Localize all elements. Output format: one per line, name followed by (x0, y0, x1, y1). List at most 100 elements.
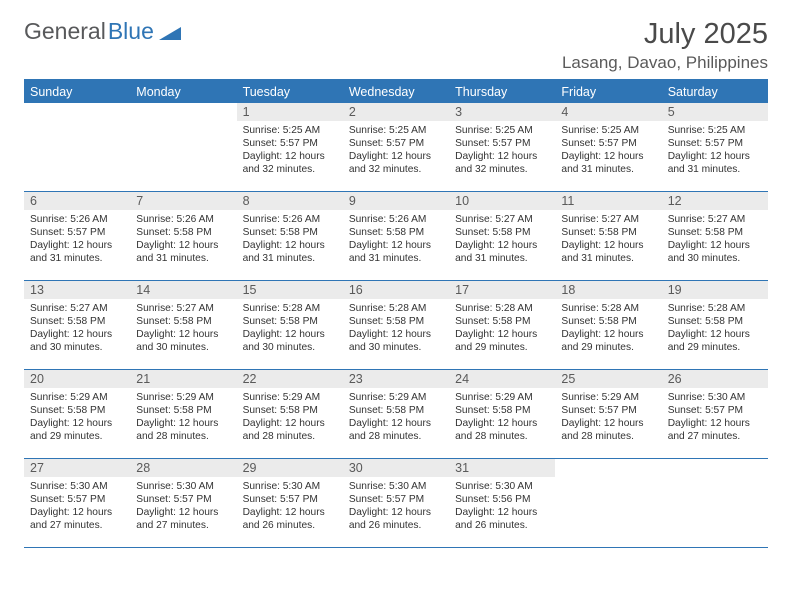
calendar-day-cell: 18Sunrise: 5:28 AMSunset: 5:58 PMDayligh… (555, 281, 661, 370)
day-details: Sunrise: 5:28 AMSunset: 5:58 PMDaylight:… (343, 299, 449, 358)
day-number: 7 (130, 192, 236, 210)
day-details: Sunrise: 5:28 AMSunset: 5:58 PMDaylight:… (662, 299, 768, 358)
day-number: 3 (449, 103, 555, 121)
day-details: Sunrise: 5:26 AMSunset: 5:58 PMDaylight:… (237, 210, 343, 269)
brand-text-1: General (24, 18, 106, 45)
calendar-day-cell (662, 459, 768, 548)
calendar-table: SundayMondayTuesdayWednesdayThursdayFrid… (24, 79, 768, 548)
day-number: 25 (555, 370, 661, 388)
calendar-day-cell: 15Sunrise: 5:28 AMSunset: 5:58 PMDayligh… (237, 281, 343, 370)
calendar-week-row: 6Sunrise: 5:26 AMSunset: 5:57 PMDaylight… (24, 192, 768, 281)
calendar-day-cell: 30Sunrise: 5:30 AMSunset: 5:57 PMDayligh… (343, 459, 449, 548)
weekday-header: Saturday (662, 80, 768, 103)
calendar-day-cell (24, 103, 130, 192)
brand-text-2: Blue (108, 18, 154, 45)
day-number: 26 (662, 370, 768, 388)
day-number: 2 (343, 103, 449, 121)
calendar-day-cell: 6Sunrise: 5:26 AMSunset: 5:57 PMDaylight… (24, 192, 130, 281)
calendar-day-cell: 11Sunrise: 5:27 AMSunset: 5:58 PMDayligh… (555, 192, 661, 281)
day-number: 14 (130, 281, 236, 299)
day-details: Sunrise: 5:29 AMSunset: 5:57 PMDaylight:… (555, 388, 661, 447)
weekday-header-row: SundayMondayTuesdayWednesdayThursdayFrid… (24, 80, 768, 103)
day-number: 15 (237, 281, 343, 299)
day-number: 5 (662, 103, 768, 121)
day-number: 8 (237, 192, 343, 210)
calendar-day-cell: 26Sunrise: 5:30 AMSunset: 5:57 PMDayligh… (662, 370, 768, 459)
calendar-day-cell: 25Sunrise: 5:29 AMSunset: 5:57 PMDayligh… (555, 370, 661, 459)
calendar-body: 1Sunrise: 5:25 AMSunset: 5:57 PMDaylight… (24, 103, 768, 548)
calendar-week-row: 20Sunrise: 5:29 AMSunset: 5:58 PMDayligh… (24, 370, 768, 459)
day-details: Sunrise: 5:30 AMSunset: 5:57 PMDaylight:… (237, 477, 343, 536)
calendar-day-cell: 19Sunrise: 5:28 AMSunset: 5:58 PMDayligh… (662, 281, 768, 370)
weekday-header: Thursday (449, 80, 555, 103)
day-details: Sunrise: 5:26 AMSunset: 5:57 PMDaylight:… (24, 210, 130, 269)
day-details: Sunrise: 5:30 AMSunset: 5:57 PMDaylight:… (343, 477, 449, 536)
day-details: Sunrise: 5:25 AMSunset: 5:57 PMDaylight:… (343, 121, 449, 180)
calendar-day-cell: 10Sunrise: 5:27 AMSunset: 5:58 PMDayligh… (449, 192, 555, 281)
day-number: 1 (237, 103, 343, 121)
day-number: 10 (449, 192, 555, 210)
day-details: Sunrise: 5:25 AMSunset: 5:57 PMDaylight:… (662, 121, 768, 180)
day-details: Sunrise: 5:27 AMSunset: 5:58 PMDaylight:… (24, 299, 130, 358)
day-details: Sunrise: 5:30 AMSunset: 5:57 PMDaylight:… (24, 477, 130, 536)
month-title: July 2025 (562, 18, 768, 51)
calendar-week-row: 27Sunrise: 5:30 AMSunset: 5:57 PMDayligh… (24, 459, 768, 548)
day-number: 4 (555, 103, 661, 121)
day-number: 12 (662, 192, 768, 210)
calendar-day-cell: 23Sunrise: 5:29 AMSunset: 5:58 PMDayligh… (343, 370, 449, 459)
weekday-header: Tuesday (237, 80, 343, 103)
calendar-day-cell (555, 459, 661, 548)
calendar-day-cell: 16Sunrise: 5:28 AMSunset: 5:58 PMDayligh… (343, 281, 449, 370)
day-details: Sunrise: 5:30 AMSunset: 5:56 PMDaylight:… (449, 477, 555, 536)
day-number: 24 (449, 370, 555, 388)
calendar-day-cell: 4Sunrise: 5:25 AMSunset: 5:57 PMDaylight… (555, 103, 661, 192)
day-details: Sunrise: 5:26 AMSunset: 5:58 PMDaylight:… (343, 210, 449, 269)
day-details: Sunrise: 5:29 AMSunset: 5:58 PMDaylight:… (130, 388, 236, 447)
day-details: Sunrise: 5:28 AMSunset: 5:58 PMDaylight:… (449, 299, 555, 358)
calendar-day-cell (130, 103, 236, 192)
day-details: Sunrise: 5:30 AMSunset: 5:57 PMDaylight:… (662, 388, 768, 447)
calendar-day-cell: 21Sunrise: 5:29 AMSunset: 5:58 PMDayligh… (130, 370, 236, 459)
day-details: Sunrise: 5:30 AMSunset: 5:57 PMDaylight:… (130, 477, 236, 536)
calendar-day-cell: 7Sunrise: 5:26 AMSunset: 5:58 PMDaylight… (130, 192, 236, 281)
calendar-day-cell: 27Sunrise: 5:30 AMSunset: 5:57 PMDayligh… (24, 459, 130, 548)
day-details: Sunrise: 5:25 AMSunset: 5:57 PMDaylight:… (449, 121, 555, 180)
title-block: July 2025 Lasang, Davao, Philippines (562, 18, 768, 73)
brand-logo: GeneralBlue (24, 18, 181, 45)
day-details: Sunrise: 5:28 AMSunset: 5:58 PMDaylight:… (237, 299, 343, 358)
day-number: 11 (555, 192, 661, 210)
weekday-header: Wednesday (343, 80, 449, 103)
calendar-day-cell: 9Sunrise: 5:26 AMSunset: 5:58 PMDaylight… (343, 192, 449, 281)
calendar-week-row: 13Sunrise: 5:27 AMSunset: 5:58 PMDayligh… (24, 281, 768, 370)
day-number: 16 (343, 281, 449, 299)
day-number: 21 (130, 370, 236, 388)
calendar-page: GeneralBlue July 2025 Lasang, Davao, Phi… (0, 0, 792, 566)
calendar-day-cell: 20Sunrise: 5:29 AMSunset: 5:58 PMDayligh… (24, 370, 130, 459)
day-number: 30 (343, 459, 449, 477)
day-number: 13 (24, 281, 130, 299)
calendar-day-cell: 5Sunrise: 5:25 AMSunset: 5:57 PMDaylight… (662, 103, 768, 192)
calendar-day-cell: 17Sunrise: 5:28 AMSunset: 5:58 PMDayligh… (449, 281, 555, 370)
location-label: Lasang, Davao, Philippines (562, 53, 768, 73)
calendar-day-cell: 14Sunrise: 5:27 AMSunset: 5:58 PMDayligh… (130, 281, 236, 370)
day-details: Sunrise: 5:29 AMSunset: 5:58 PMDaylight:… (343, 388, 449, 447)
day-details: Sunrise: 5:27 AMSunset: 5:58 PMDaylight:… (130, 299, 236, 358)
day-details: Sunrise: 5:27 AMSunset: 5:58 PMDaylight:… (449, 210, 555, 269)
weekday-header: Sunday (24, 80, 130, 103)
day-number: 17 (449, 281, 555, 299)
day-details: Sunrise: 5:27 AMSunset: 5:58 PMDaylight:… (662, 210, 768, 269)
brand-triangle-icon (159, 24, 181, 40)
calendar-day-cell: 22Sunrise: 5:29 AMSunset: 5:58 PMDayligh… (237, 370, 343, 459)
calendar-day-cell: 13Sunrise: 5:27 AMSunset: 5:58 PMDayligh… (24, 281, 130, 370)
calendar-day-cell: 2Sunrise: 5:25 AMSunset: 5:57 PMDaylight… (343, 103, 449, 192)
day-number: 9 (343, 192, 449, 210)
weekday-header: Friday (555, 80, 661, 103)
day-details: Sunrise: 5:29 AMSunset: 5:58 PMDaylight:… (449, 388, 555, 447)
day-details: Sunrise: 5:25 AMSunset: 5:57 PMDaylight:… (555, 121, 661, 180)
day-number: 28 (130, 459, 236, 477)
calendar-day-cell: 12Sunrise: 5:27 AMSunset: 5:58 PMDayligh… (662, 192, 768, 281)
calendar-day-cell: 28Sunrise: 5:30 AMSunset: 5:57 PMDayligh… (130, 459, 236, 548)
day-details: Sunrise: 5:25 AMSunset: 5:57 PMDaylight:… (237, 121, 343, 180)
calendar-day-cell: 1Sunrise: 5:25 AMSunset: 5:57 PMDaylight… (237, 103, 343, 192)
calendar-day-cell: 31Sunrise: 5:30 AMSunset: 5:56 PMDayligh… (449, 459, 555, 548)
